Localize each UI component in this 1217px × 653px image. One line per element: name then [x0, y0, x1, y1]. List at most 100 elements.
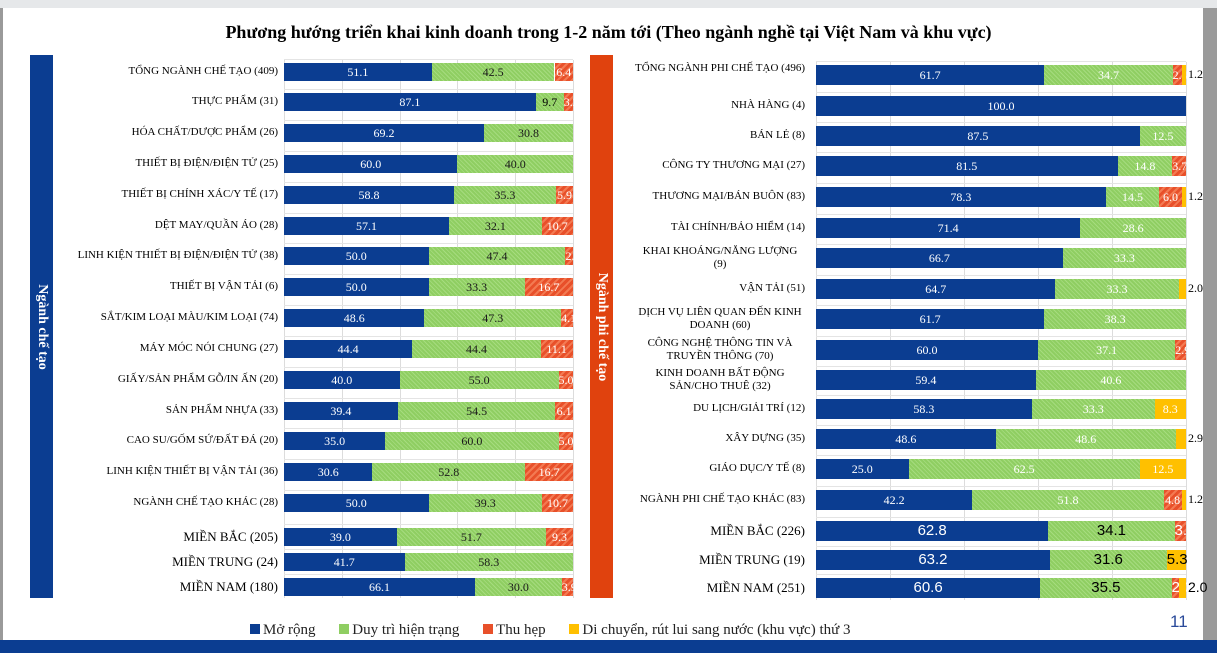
row-separator — [284, 59, 573, 60]
row-separator — [284, 367, 573, 368]
row-separator — [816, 183, 1186, 184]
bar-segment-expand: 40.0 — [284, 371, 400, 389]
category-label: MIỀN TRUNG (19) — [699, 552, 805, 567]
data-label: 37.1 — [1096, 343, 1118, 357]
data-label: 40.0 — [504, 157, 526, 171]
data-label: 5.0 — [558, 434, 574, 448]
gridline — [399, 60, 401, 598]
bar-segment-reduce: 10.7 — [542, 494, 573, 512]
left-section-label: Ngành chế tạo — [34, 283, 50, 370]
bar-segment-expand: 39.4 — [284, 402, 398, 420]
bar-segment-reduce: 3.7 — [1172, 156, 1187, 176]
bar-segment-expand: 66.1 — [284, 578, 476, 596]
category-label: DỊCH VỤ LIÊN QUAN ĐẾN KINH DOANH (60) — [638, 306, 802, 331]
bar-segment-reduce: 6.0 — [1159, 187, 1182, 207]
row-separator — [284, 243, 573, 244]
gridline — [1112, 62, 1113, 600]
data-label: 4.1 — [561, 311, 577, 325]
bar-segment-expand: 63.2 — [816, 550, 1050, 570]
data-label: 66.1 — [369, 580, 390, 594]
data-label: 3.9 — [561, 580, 577, 594]
bar-segment-expand: 39.0 — [284, 528, 397, 546]
data-label: 3.1 — [1174, 522, 1196, 539]
data-label: 1.2 — [1188, 189, 1203, 203]
category-label: THIẾT BỊ VẬN TẢI (6) — [169, 280, 278, 292]
category-label: GIẤY/SẢN PHẨM GỖ/IN ẤN (20) — [117, 373, 278, 385]
bar-segment-maintain: 12.5 — [1139, 126, 1186, 146]
data-label: 44.4 — [337, 342, 359, 356]
data-label: 3.2 — [563, 95, 579, 109]
bar-segment-maintain: 33.3 — [1055, 279, 1179, 299]
bar-segment-maintain: 40.0 — [457, 155, 573, 173]
bar-segment-expand: 66.7 — [816, 248, 1063, 268]
category-label: TÀI CHÍNH/BẢO HIỂM (14) — [670, 221, 805, 233]
category-label: MIỀN TRUNG (24) — [172, 554, 278, 569]
bar-segment-maintain: 14.8 — [1117, 156, 1173, 176]
category-label: DU LỊCH/GIẢI TRÍ (12) — [693, 402, 805, 414]
bar-segment-maintain: 51.7 — [396, 528, 547, 546]
category-label: TỔNG NGÀNH CHẾ TẠO (409) — [128, 65, 278, 77]
data-label: 39.0 — [329, 530, 351, 544]
data-label: 81.5 — [956, 159, 978, 173]
bar-segment-maintain: 39.3 — [428, 494, 543, 512]
data-label: 78.3 — [950, 190, 972, 204]
legend: Mở rộng Duy trì hiện trạng Thu hẹp Di ch… — [250, 622, 871, 639]
category-label: CÔNG TY THƯƠNG MẠI (27) — [662, 159, 805, 171]
row-separator — [284, 120, 573, 121]
row-separator — [284, 151, 573, 152]
data-label: 55.0 — [468, 373, 490, 387]
data-label: 61.7 — [919, 312, 941, 326]
data-label: 6.4 — [556, 65, 572, 79]
category-label: LINH KIỆN THIẾT BỊ VẬN TẢI (36) — [106, 465, 279, 477]
bar-segment-expand: 41.7 — [284, 553, 405, 571]
bar-segment-maintain: 38.3 — [1044, 309, 1186, 329]
page-number: 11 — [1170, 612, 1188, 631]
data-label: 51.7 — [460, 530, 482, 544]
data-label: 47.3 — [482, 311, 504, 325]
bar-segment-relocate: 8.3 — [1154, 399, 1186, 419]
bar-segment-relocate — [1181, 490, 1186, 510]
legend-swatch-reduce — [483, 624, 494, 634]
bar-segment-expand: 44.4 — [284, 340, 413, 358]
row-separator — [284, 574, 573, 575]
top-band — [0, 0, 1217, 8]
data-label: 34.7 — [1097, 68, 1119, 82]
bar-segment-relocate — [1178, 578, 1187, 598]
bar-segment-maintain: 60.0 — [385, 432, 559, 450]
data-label: 8.3 — [1162, 402, 1178, 416]
legend-label: Mở rộng — [263, 622, 316, 638]
row-separator — [284, 398, 573, 399]
data-label: 9.7 — [542, 95, 558, 109]
row-separator — [284, 524, 573, 525]
data-label: 51.8 — [1057, 493, 1079, 507]
row-separator — [284, 336, 573, 337]
bar-segment-expand: 58.8 — [284, 186, 454, 204]
data-label: 47.4 — [486, 249, 508, 263]
data-label: 50.0 — [345, 249, 367, 263]
data-label: 60.0 — [360, 157, 382, 171]
left-section-band: Ngành chế tạo — [30, 55, 53, 598]
data-label: 1.2 — [1188, 492, 1203, 506]
category-label: THIẾT BỊ CHÍNH XÁC/Y TẾ (17) — [121, 188, 278, 200]
data-label: 40.0 — [331, 373, 353, 387]
bar-segment-expand: 50.0 — [284, 278, 429, 296]
category-label: KHAI KHOÁNG/NĂNG LƯỢNG (9) — [642, 245, 798, 270]
bar-segment-expand: 35.0 — [284, 432, 386, 450]
bar-segment-maintain: 47.3 — [424, 309, 562, 327]
bar-segment-maintain: 40.6 — [1035, 370, 1186, 390]
row-separator — [816, 486, 1186, 487]
category-label: TỔNG NGÀNH PHI CHẾ TẠO (496) — [635, 62, 805, 74]
data-label: 35.5 — [1091, 579, 1121, 596]
data-label: 58.3 — [478, 555, 500, 569]
legend-label: Thu hẹp — [496, 622, 546, 638]
bar-segment-maintain: 9.7 — [535, 93, 564, 111]
data-label: 30.6 — [317, 465, 339, 479]
data-label: 58.3 — [913, 402, 935, 416]
category-label: BÁN LẺ (8) — [750, 129, 805, 141]
category-label: NGÀNH PHI CHẾ TẠO KHÁC (83) — [639, 493, 805, 505]
bar-segment-reduce: 5.9 — [555, 186, 573, 204]
data-label: 38.3 — [1104, 312, 1126, 326]
bar-segment-expand: 48.6 — [284, 309, 425, 327]
row-separator — [816, 275, 1186, 276]
data-label: 51.1 — [347, 65, 369, 79]
